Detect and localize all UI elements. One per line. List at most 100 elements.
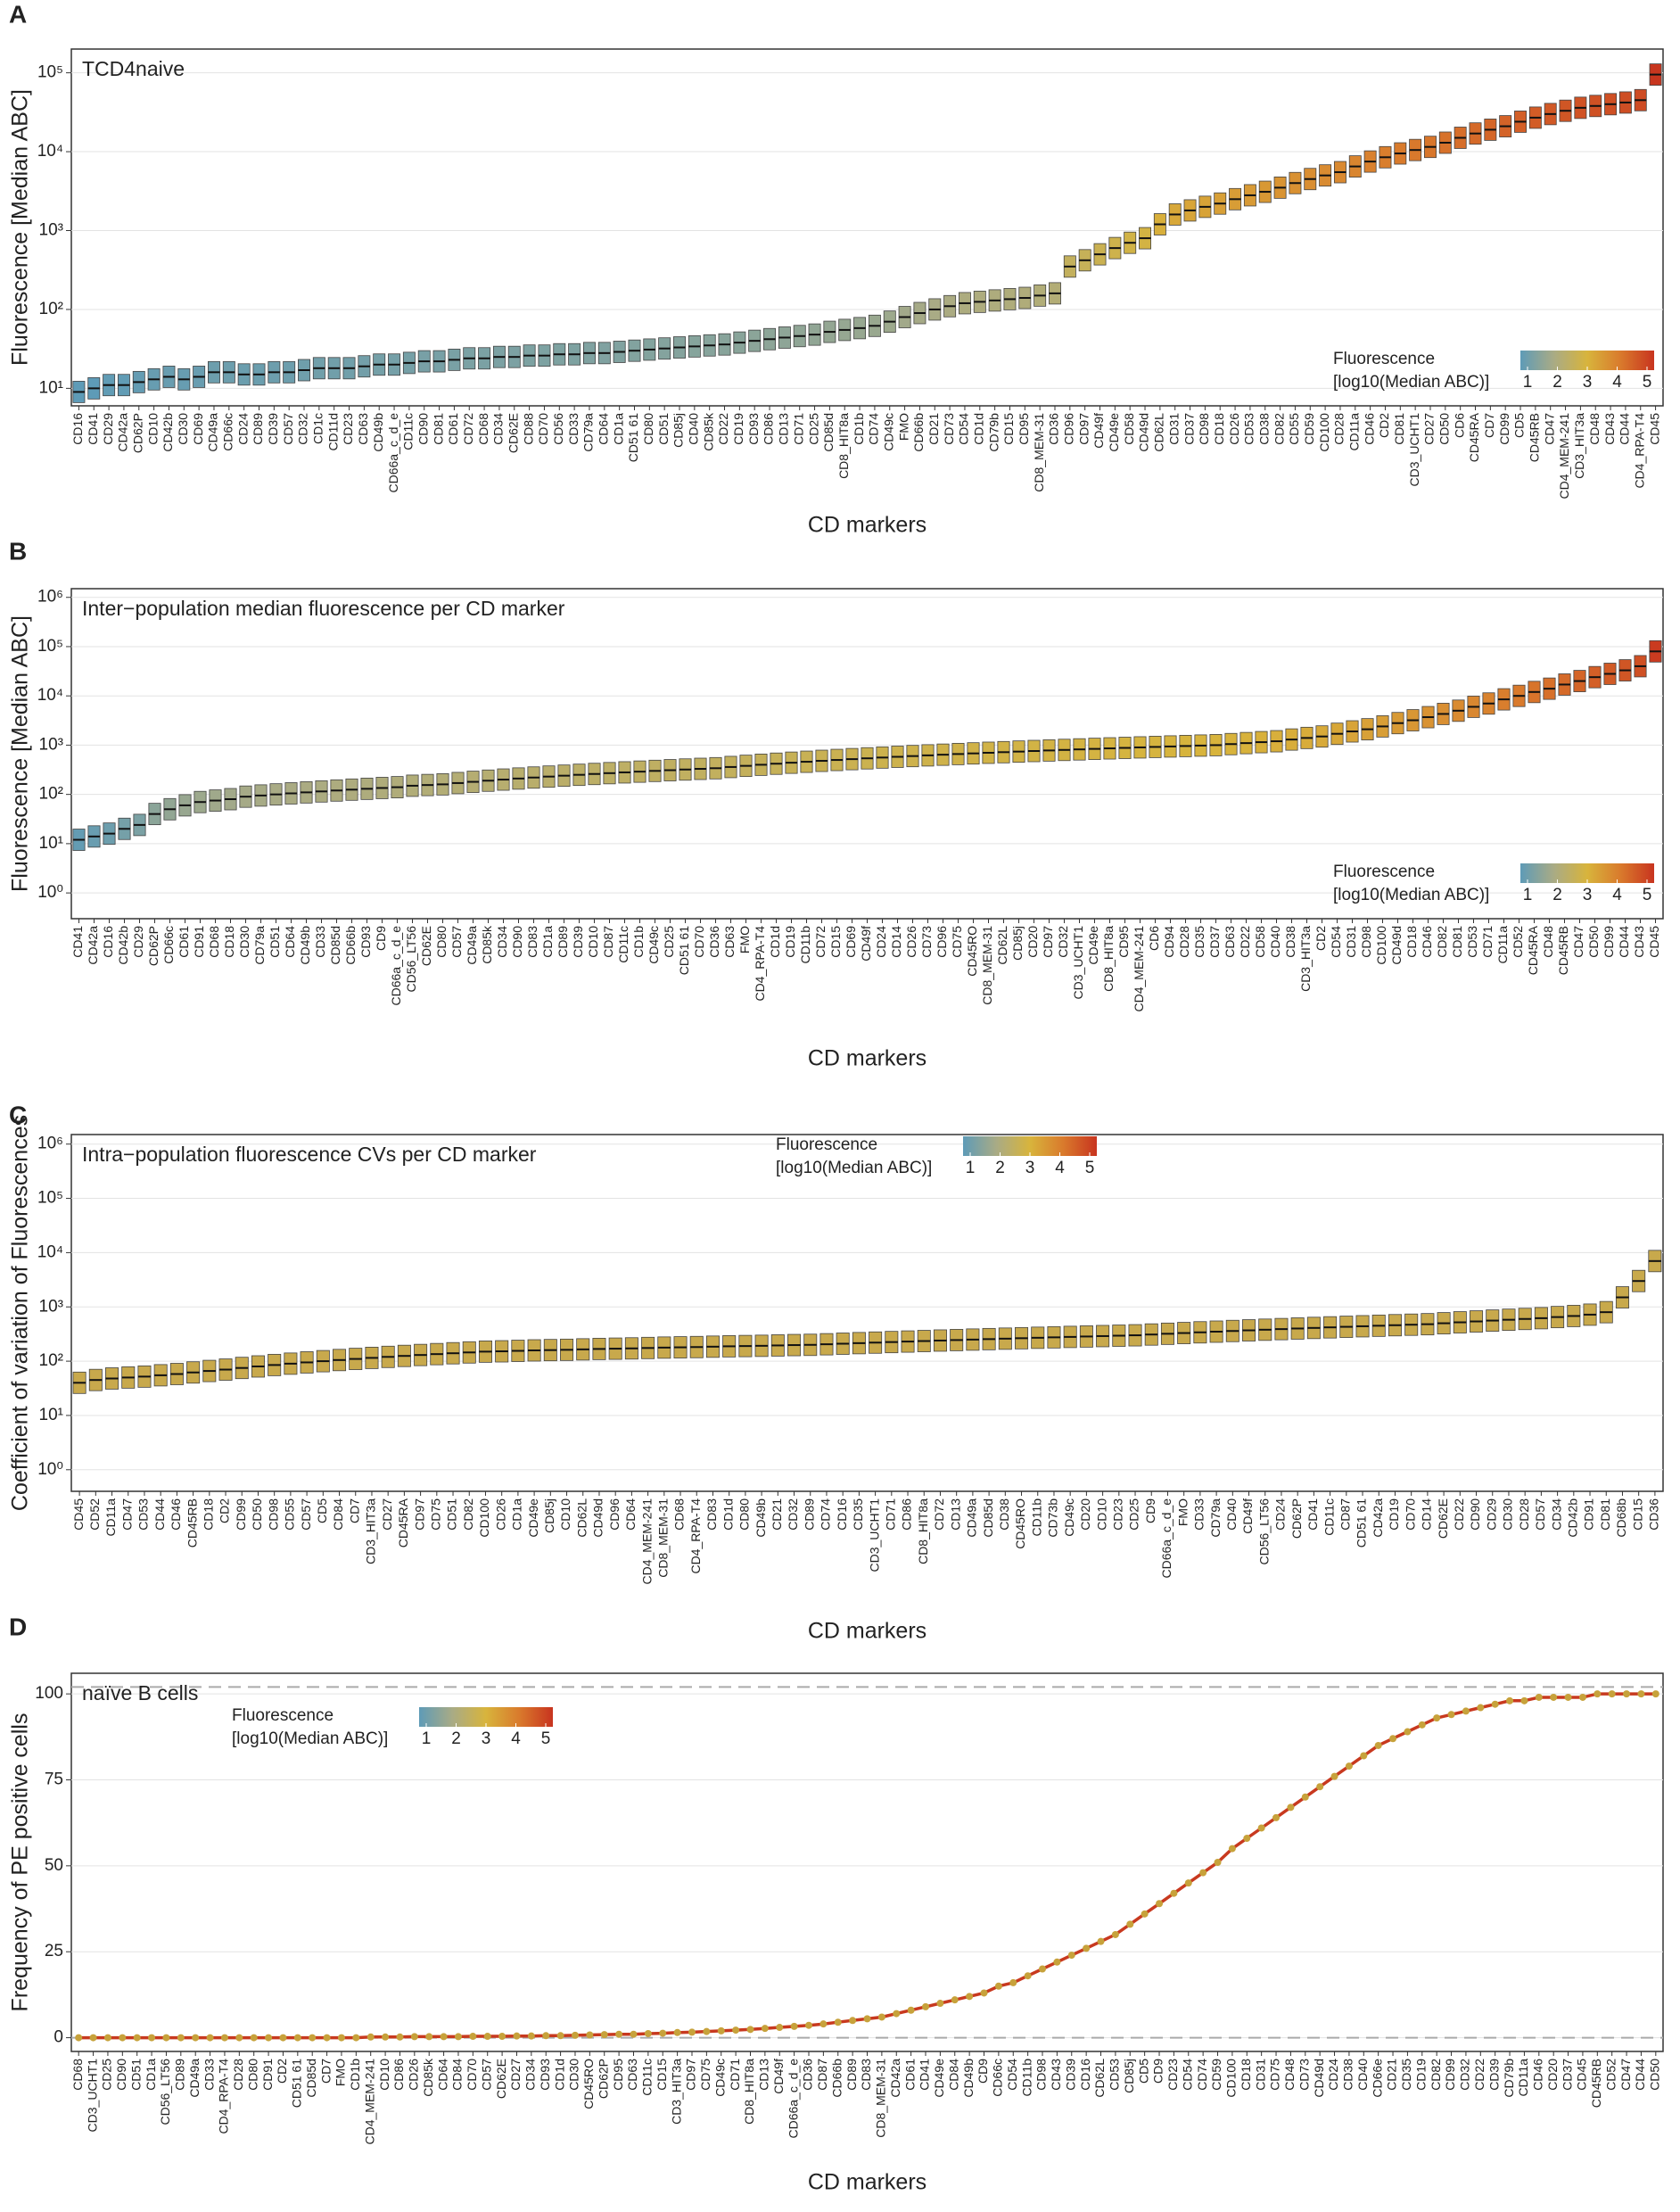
- x-tick-label: CD32: [296, 413, 310, 445]
- legend-tick-label: 2: [995, 1159, 1005, 1177]
- point: [1374, 1741, 1382, 1749]
- point: [1389, 1735, 1397, 1743]
- x-tick-label: CD43: [1632, 926, 1646, 958]
- point: [1491, 1700, 1499, 1708]
- x-tick-label: CD73: [942, 413, 956, 445]
- x-tick-label: CD99: [234, 1498, 248, 1531]
- point: [907, 2006, 915, 2014]
- point: [571, 2031, 579, 2039]
- x-tick-label: CD19: [1413, 2059, 1428, 2091]
- point: [863, 2015, 871, 2023]
- x-tick-label: CD81: [1598, 1498, 1612, 1531]
- x-tick-label: CD82: [1272, 413, 1286, 445]
- x-tick-label: CD70: [465, 2059, 479, 2091]
- y-tick-label: 10¹: [39, 378, 63, 397]
- x-tick-label: CD11b: [1019, 2059, 1034, 2097]
- point: [323, 2034, 331, 2042]
- point: [250, 2034, 258, 2042]
- y-tick-label: 10⁶: [37, 588, 63, 607]
- x-tick-label: CD44: [1618, 413, 1632, 445]
- legend-tick-label: 5: [1643, 373, 1652, 392]
- x-tick-label: CD3_UCHT1: [867, 1498, 881, 1572]
- x-tick-label: CD62E: [494, 2059, 508, 2099]
- x-tick-label: CD28: [1517, 1498, 1531, 1531]
- x-tick-label: CD50: [1648, 2059, 1662, 2091]
- legend-tick-label: 2: [451, 1729, 461, 1748]
- x-tick-label: CD66a_c_d_e: [389, 926, 403, 1006]
- x-tick-label: CD82: [1435, 926, 1449, 958]
- point: [1345, 1762, 1353, 1770]
- x-tick-label: CD95: [1116, 926, 1131, 958]
- x-tick-label: CD42a: [86, 926, 100, 965]
- x-tick-label: CD79b: [1502, 2059, 1516, 2098]
- point: [1623, 1690, 1631, 1698]
- panel-title: Inter−population median fluorescence per…: [82, 597, 565, 620]
- point: [600, 2031, 608, 2039]
- point: [1316, 1783, 1324, 1791]
- panel-letter: D: [9, 1613, 27, 1640]
- x-tick-label: CD66b: [829, 2059, 844, 2098]
- x-tick-label: CD31: [1166, 413, 1181, 445]
- x-tick-label: CD91: [1582, 1498, 1596, 1531]
- plot-area: [70, 48, 1664, 407]
- x-tick-label: CD57: [449, 926, 464, 958]
- x-tick-label: CD71: [728, 2059, 742, 2091]
- x-tick-label: CD4_MEM-241: [1557, 413, 1571, 499]
- x-tick-label: CD75: [1268, 2059, 1282, 2091]
- y-tick-label: 10¹: [39, 834, 63, 853]
- x-tick-label: CD11c: [616, 926, 630, 963]
- x-tick-label: CD51 61: [677, 926, 691, 975]
- x-tick-label: CD96: [1062, 413, 1076, 445]
- legend-tick-label: 4: [1055, 1159, 1065, 1177]
- x-tick-label: CD34: [495, 926, 509, 958]
- x-tick-label: CD45RO: [1013, 1498, 1027, 1549]
- y-axis-title: Fluorescence [Median ABC]: [8, 89, 33, 366]
- x-tick-label: CD1b: [631, 926, 646, 958]
- x-tick-label: CD28: [1177, 926, 1191, 958]
- x-tick-label: CD62L: [1092, 2059, 1107, 2098]
- x-tick-label: CD23: [1111, 1498, 1125, 1531]
- x-tick-label: CD73: [1297, 2059, 1311, 2091]
- x-tick-label: CD62L: [574, 1498, 589, 1538]
- x-tick-label: CD38: [997, 1498, 1011, 1531]
- x-tick-label: CD80: [641, 413, 655, 445]
- x-tick-label: CD62L: [1152, 413, 1166, 452]
- x-tick-label: CD14: [1420, 1498, 1434, 1531]
- x-tick-label: CD41: [918, 2059, 932, 2091]
- x-tick-label: CD89: [173, 2059, 187, 2091]
- point: [1578, 1693, 1586, 1701]
- x-tick-label: CD66b: [911, 413, 926, 452]
- x-tick-label: CD66c: [221, 413, 235, 451]
- x-tick-label: CD2: [275, 2059, 289, 2084]
- point: [1301, 1793, 1309, 1801]
- x-tick-label: CD63: [1223, 926, 1237, 958]
- point: [177, 2034, 185, 2042]
- x-tick-label: CD36: [801, 2059, 815, 2091]
- x-tick-label: CD46: [1531, 2059, 1545, 2091]
- x-tick-label: CD86: [900, 1498, 914, 1531]
- x-tick-label: CD30: [567, 2059, 581, 2091]
- x-tick-label: CD51: [268, 926, 282, 958]
- point: [265, 2034, 273, 2042]
- x-tick-label: CD9: [374, 926, 388, 951]
- x-tick-label: CD83: [859, 2059, 873, 2091]
- y-tick-label: 10⁴: [37, 686, 63, 705]
- point: [235, 2034, 243, 2042]
- x-tick-label: CD4_RPA-T4: [688, 1498, 703, 1574]
- x-tick-label: CD95: [611, 2059, 625, 2091]
- x-tick-label: CD100: [1317, 413, 1331, 452]
- x-tick-label: CD18: [1239, 2059, 1253, 2091]
- y-tick-label: 10²: [39, 1351, 63, 1370]
- x-tick-label: CD93: [358, 926, 373, 958]
- point: [673, 2028, 681, 2036]
- x-tick-label: CD45RA: [1467, 412, 1481, 462]
- x-tick-label: CD52: [1603, 2059, 1618, 2091]
- point: [162, 2034, 170, 2042]
- x-tick-label: CD59: [1302, 413, 1316, 445]
- x-tick-label: CD28: [231, 2059, 245, 2091]
- point: [1083, 1944, 1091, 1952]
- x-tick-label: CD71: [791, 413, 805, 445]
- point: [746, 2026, 754, 2034]
- x-tick-label: FMO: [334, 2059, 348, 2086]
- x-tick-label: CD79a: [252, 926, 267, 965]
